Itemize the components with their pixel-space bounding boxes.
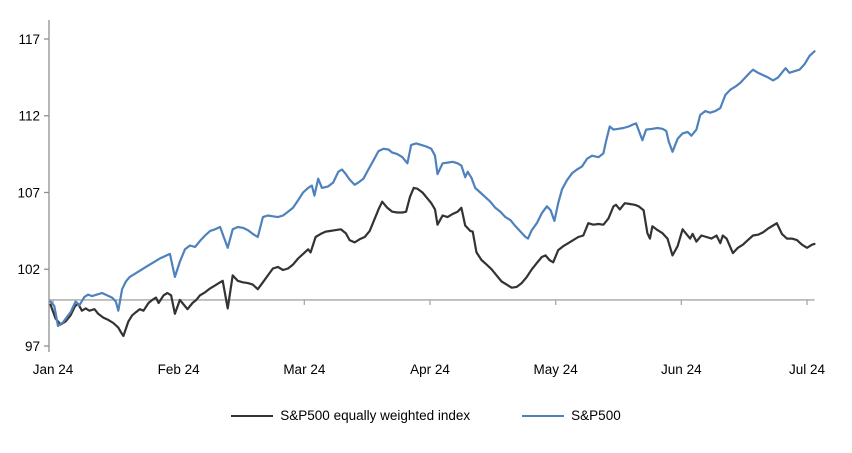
legend-line-swatch-blue [522,414,565,417]
x-tick-label: Feb 24 [158,362,201,377]
x-tick-label: Jul 24 [789,362,826,377]
x-tick-label: May 24 [534,362,579,377]
sp500-equal-weight-line [49,186,816,338]
legend-label: S&P500 equally weighted index [280,408,471,423]
y-tick-label: 117 [18,32,40,47]
y-tick-label: 107 [17,185,40,200]
legend-item-sp500: S&P500 [522,408,621,423]
x-tick-label: Apr 24 [410,362,450,377]
y-tick-label: 112 [18,109,40,124]
legend-item-sp500-equal-weight: S&P500 equally weighted index [231,408,470,423]
chart-legend: S&P500 equally weighted index S&P500 [0,408,852,423]
sp500-line [49,50,816,328]
x-tick-label: Jan 24 [33,362,74,377]
x-tick-label: Jun 24 [661,362,702,377]
y-tick-label: 102 [17,262,40,277]
x-tick-label: Mar 24 [283,362,326,377]
legend-label: S&P500 [571,408,621,423]
y-tick-label: 97 [25,339,40,354]
legend-line-swatch-dark [231,414,274,417]
